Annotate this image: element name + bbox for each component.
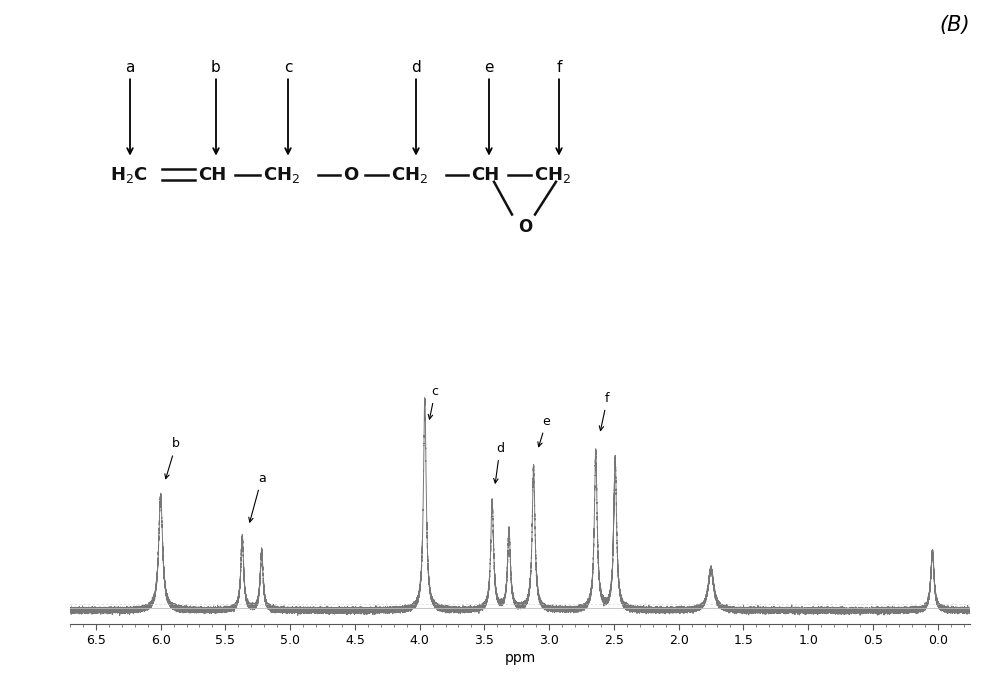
Text: O: O [343,165,358,184]
Text: c: c [428,385,439,419]
Text: O: O [518,218,532,236]
Text: b: b [211,60,221,75]
Text: CH: CH [471,165,499,184]
Text: e: e [538,414,550,447]
Text: d: d [494,442,504,483]
Text: f: f [556,60,562,75]
Text: H$_2$C: H$_2$C [110,165,148,185]
Text: CH: CH [198,165,226,184]
Text: CH$_2$: CH$_2$ [391,165,428,185]
Text: a: a [125,60,135,75]
Text: f: f [599,392,610,431]
Text: a: a [249,472,266,522]
Text: d: d [411,60,421,75]
Text: b: b [165,438,180,479]
X-axis label: ppm: ppm [504,651,536,665]
Text: e: e [484,60,494,75]
Text: CH$_2$: CH$_2$ [534,165,571,185]
Text: c: c [284,60,292,75]
Text: (B): (B) [940,16,970,36]
Text: CH$_2$: CH$_2$ [263,165,300,185]
